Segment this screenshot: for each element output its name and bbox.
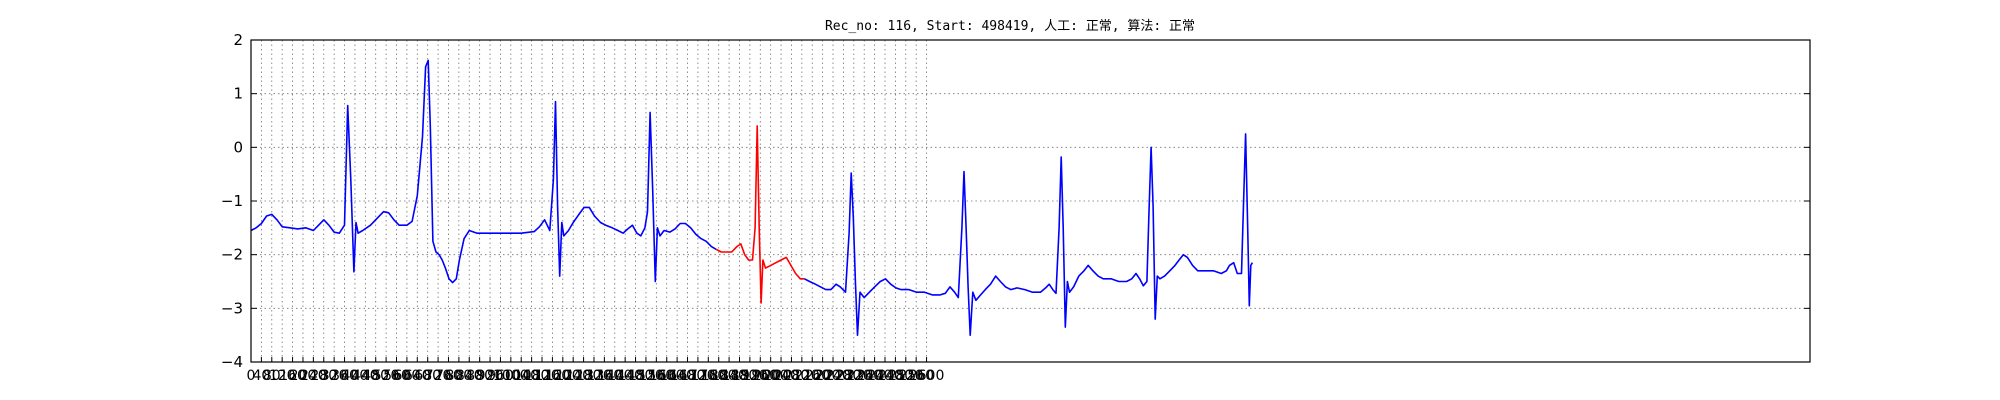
x-tick-label: 1320: [576, 368, 612, 384]
y-tick-label: −1: [221, 192, 243, 210]
x-tick-label: 320: [321, 368, 348, 384]
x-tick-label: 2480: [878, 368, 914, 384]
x-tick-label: 120: [269, 368, 296, 384]
x-tick-label: 2120: [784, 368, 820, 384]
ecg-series-line-0: [250, 59, 717, 284]
x-tick-label: 1960: [742, 368, 778, 384]
x-tick-label: 200: [290, 368, 317, 384]
x-tick-label: 2000: [753, 368, 789, 384]
x-tick-label: 960: [487, 368, 514, 384]
x-tick-label: 2200: [805, 368, 841, 384]
x-tick-label: 720: [425, 368, 452, 384]
x-tick-label: 440: [352, 368, 379, 384]
x-tick-label: 1200: [545, 368, 581, 384]
x-tick-label: 1080: [514, 368, 550, 384]
x-tick-label: 1480: [618, 368, 654, 384]
y-tick-label: 0: [233, 138, 243, 156]
x-tick-label: 2280: [826, 368, 862, 384]
x-tick-label: 2040: [763, 368, 799, 384]
x-tick-label: 1400: [597, 368, 633, 384]
x-tick-label: 2560: [898, 368, 934, 384]
x-tick-label: 240: [300, 368, 327, 384]
x-tick-label: 160: [279, 368, 306, 384]
x-tick-label: 1800: [701, 368, 737, 384]
y-tick-label: 1: [233, 85, 243, 103]
y-tick-label: −2: [221, 246, 243, 264]
x-tick-label: 0: [247, 368, 256, 384]
x-tick-label: 1240: [555, 368, 591, 384]
x-tick-label: 1760: [690, 368, 726, 384]
x-tick-label: 280: [310, 368, 337, 384]
x-tick-label: 1120: [524, 368, 560, 384]
x-tick-label: 1720: [680, 368, 716, 384]
x-tick-label: 1160: [535, 368, 571, 384]
x-tick-label: 2160: [794, 368, 830, 384]
y-tick-label: 2: [233, 31, 243, 49]
x-tick-label: 1640: [659, 368, 695, 384]
x-tick-label: 520: [373, 368, 400, 384]
chart-title: Rec_no: 116, Start: 498419, 人工: 正常, 算法: …: [825, 19, 1195, 34]
x-axis-ticks: 0408012016020024028032036040044048052056…: [247, 357, 945, 384]
x-tick-label: 1560: [639, 368, 675, 384]
x-tick-label: 880: [466, 368, 493, 384]
x-tick-label: 1680: [670, 368, 706, 384]
x-tick-label: 640: [404, 368, 431, 384]
x-tick-label: 920: [477, 368, 504, 384]
x-tick-label: 480: [362, 368, 389, 384]
grid: [251, 40, 1810, 362]
y-tick-label: −3: [221, 299, 243, 317]
x-tick-label: 2400: [857, 368, 893, 384]
x-tick-label: 1600: [649, 368, 685, 384]
x-tick-label: 360: [331, 368, 358, 384]
x-tick-label: 2520: [888, 368, 924, 384]
x-tick-label: 80: [263, 368, 281, 384]
x-tick-label: 2440: [867, 368, 903, 384]
x-tick-label: 1840: [711, 368, 747, 384]
x-tick-label: 600: [394, 368, 421, 384]
x-tick-label: 2240: [815, 368, 851, 384]
x-tick-label: 1280: [566, 368, 602, 384]
x-tick-label: 840: [456, 368, 483, 384]
x-tick-label: 560: [383, 368, 410, 384]
x-tick-label: 2360: [846, 368, 882, 384]
ecg-series-line-2: [804, 133, 1254, 337]
plot-lines: [250, 59, 1254, 337]
x-tick-label: 1880: [722, 368, 758, 384]
x-tick-label: 1000: [493, 368, 529, 384]
x-tick-label: 1360: [587, 368, 623, 384]
x-tick-label: 760: [435, 368, 462, 384]
x-tick-label: 400: [342, 368, 369, 384]
x-tick-label: 1440: [607, 368, 643, 384]
x-tick-label: 680: [414, 368, 441, 384]
x-tick-label: 40: [252, 368, 270, 384]
x-tick-label: 800: [445, 368, 472, 384]
x-tick-label: 1040: [503, 368, 539, 384]
x-tick-label: 2320: [836, 368, 872, 384]
x-tick-label: 2600: [909, 368, 945, 384]
x-tick-label: 1520: [628, 368, 664, 384]
x-tick-label: 2080: [774, 368, 810, 384]
y-tick-label: −4: [221, 353, 243, 371]
x-tick-label: 1920: [732, 368, 768, 384]
ecg-series-line-1: [715, 125, 805, 304]
y-axis-ticks: −4 −3 −2 −1 0 1 2: [221, 31, 1810, 371]
